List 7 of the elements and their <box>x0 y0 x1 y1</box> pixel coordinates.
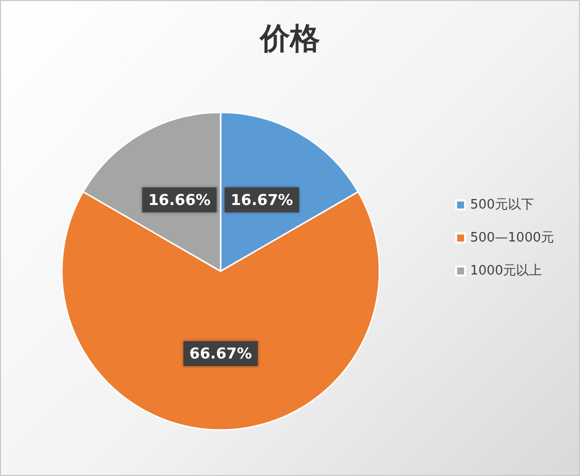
data-label: 16.67% <box>230 190 294 209</box>
data-label: 66.67% <box>189 344 252 363</box>
legend-label: 500元以下 <box>470 198 534 212</box>
legend-label: 1000元以上 <box>470 264 542 278</box>
data-label: 16.66% <box>148 190 211 209</box>
chart-title: 价格 <box>258 22 320 56</box>
legend-label: 500—1000元 <box>470 230 554 246</box>
